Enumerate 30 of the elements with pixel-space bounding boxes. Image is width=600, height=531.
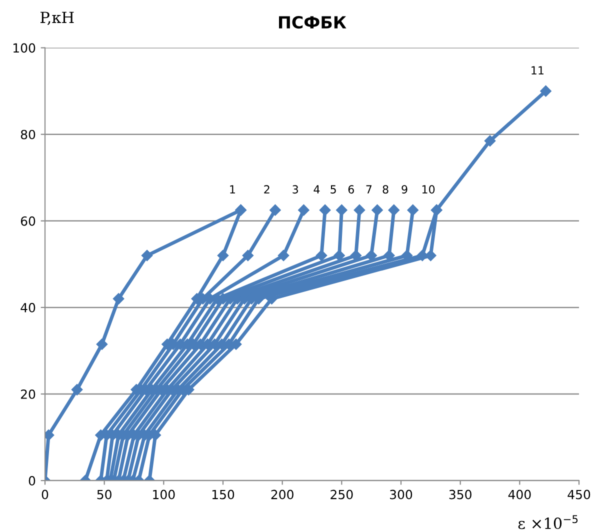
y-tick-label: 60	[20, 216, 36, 226]
x-tick-label: 300	[390, 490, 412, 500]
x-tick-label: 100	[153, 490, 175, 500]
annotation: 9	[402, 185, 408, 194]
annotation: 4	[314, 185, 320, 194]
y-axis-title: P,кН	[40, 12, 74, 26]
x-tick-label: 250	[330, 490, 353, 500]
y-tick-label: 80	[20, 130, 36, 140]
x-tick-label: 200	[271, 490, 294, 500]
x-tick-label: 400	[508, 490, 531, 500]
annotation: 10	[422, 185, 435, 194]
x-tick-label: 150	[212, 490, 234, 500]
annotation: 2	[264, 185, 270, 194]
x-axis-title: ε ×10$^{−5}$	[518, 515, 578, 530]
chart-title: ПСФБК	[279, 16, 346, 29]
annotation: 8	[382, 185, 388, 194]
annotation: 5	[330, 185, 336, 194]
y-tick-label: 100	[13, 43, 36, 53]
x-tick-label: 450	[568, 490, 590, 500]
y-tick-label: 20	[20, 389, 36, 399]
y-tick-label: 0	[28, 476, 36, 486]
annotation: 11	[532, 66, 544, 74]
annotation: 3	[292, 185, 298, 194]
x-tick-label: 50	[97, 490, 112, 500]
y-tick-label: 40	[20, 302, 36, 312]
annotation: 1	[230, 185, 235, 194]
x-tick-label: 0	[42, 490, 48, 500]
annotation: 7	[366, 185, 372, 194]
annotation: 6	[348, 185, 354, 194]
x-tick-label: 350	[449, 490, 472, 500]
